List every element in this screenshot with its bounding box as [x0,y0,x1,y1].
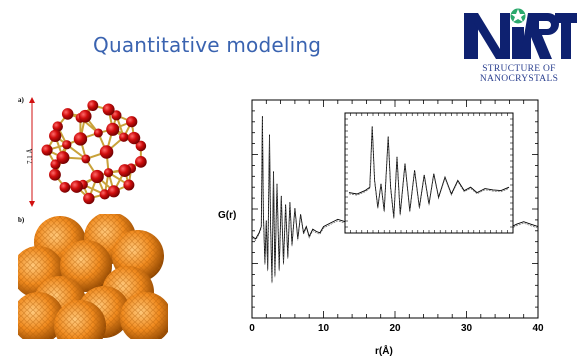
atom-sphere [61,108,74,120]
atom-sphere [50,159,61,170]
atom-sphere [99,145,114,159]
atom-sphere [52,121,63,132]
x-tick-label: 30 [461,323,473,334]
cluster-texture [54,300,106,339]
atom-sphere [49,168,61,181]
panel-b-label: b) [18,216,25,224]
slide-title: Quantitative modeling [93,33,322,57]
cluster-texture [18,292,64,339]
atom-sphere [135,140,147,152]
atom-sphere [102,103,115,116]
atom-sphere [73,132,88,146]
atom-sphere [135,156,147,168]
panel-a-label: a) [18,96,24,104]
atom-sphere [123,179,135,191]
atom-sphere [81,154,91,164]
x-tick-label: 10 [318,323,330,334]
x-tick-label: 20 [389,323,401,334]
atom-sphere [106,122,120,136]
cluster-texture [60,240,112,292]
atom-sphere [93,128,103,138]
atom-sphere [103,168,114,178]
molecule-ball-stick-image [29,97,147,207]
inset-series-line-model [348,127,510,219]
crystal-packing-image [18,214,168,339]
chart-x-label: r(Å) [375,346,393,357]
x-tick-label: 0 [249,323,255,334]
atom-sphere [90,169,104,184]
atom-sphere [87,100,99,111]
panel-a-dimension: 7.1 Å [26,148,34,164]
atom-sphere [70,180,83,193]
chart-y-label: G(r) [218,210,237,221]
atom-sphere [119,132,129,142]
atom-sphere [78,109,92,123]
atom-sphere [126,116,138,128]
atom-sphere [99,189,110,200]
logo-line-2: NANOCRYSTALS [479,74,559,84]
atom-sphere [59,181,71,193]
panel-a-molecule: a) 7.1 Å [18,94,168,211]
nirt-logo: STRUCTURE OF NANOCRYSTALS [460,3,578,91]
atom-sphere [62,140,72,150]
nirt-logo-mark [464,8,577,59]
atom-sphere [118,164,132,178]
atom-sphere [107,185,120,198]
atom-sphere [41,144,53,156]
atom-sphere [127,131,141,145]
cluster-texture [120,292,168,339]
atom-sphere [49,129,62,143]
atom-sphere [111,110,122,121]
logo-line-1: STRUCTURE OF [482,64,556,74]
pdf-chart: 0 10 20 30 40 [249,99,544,334]
x-tick-label: 40 [532,323,544,334]
atom-sphere [83,192,95,205]
atom-sphere [56,151,70,165]
panel-b-crystal: b) [18,214,168,339]
